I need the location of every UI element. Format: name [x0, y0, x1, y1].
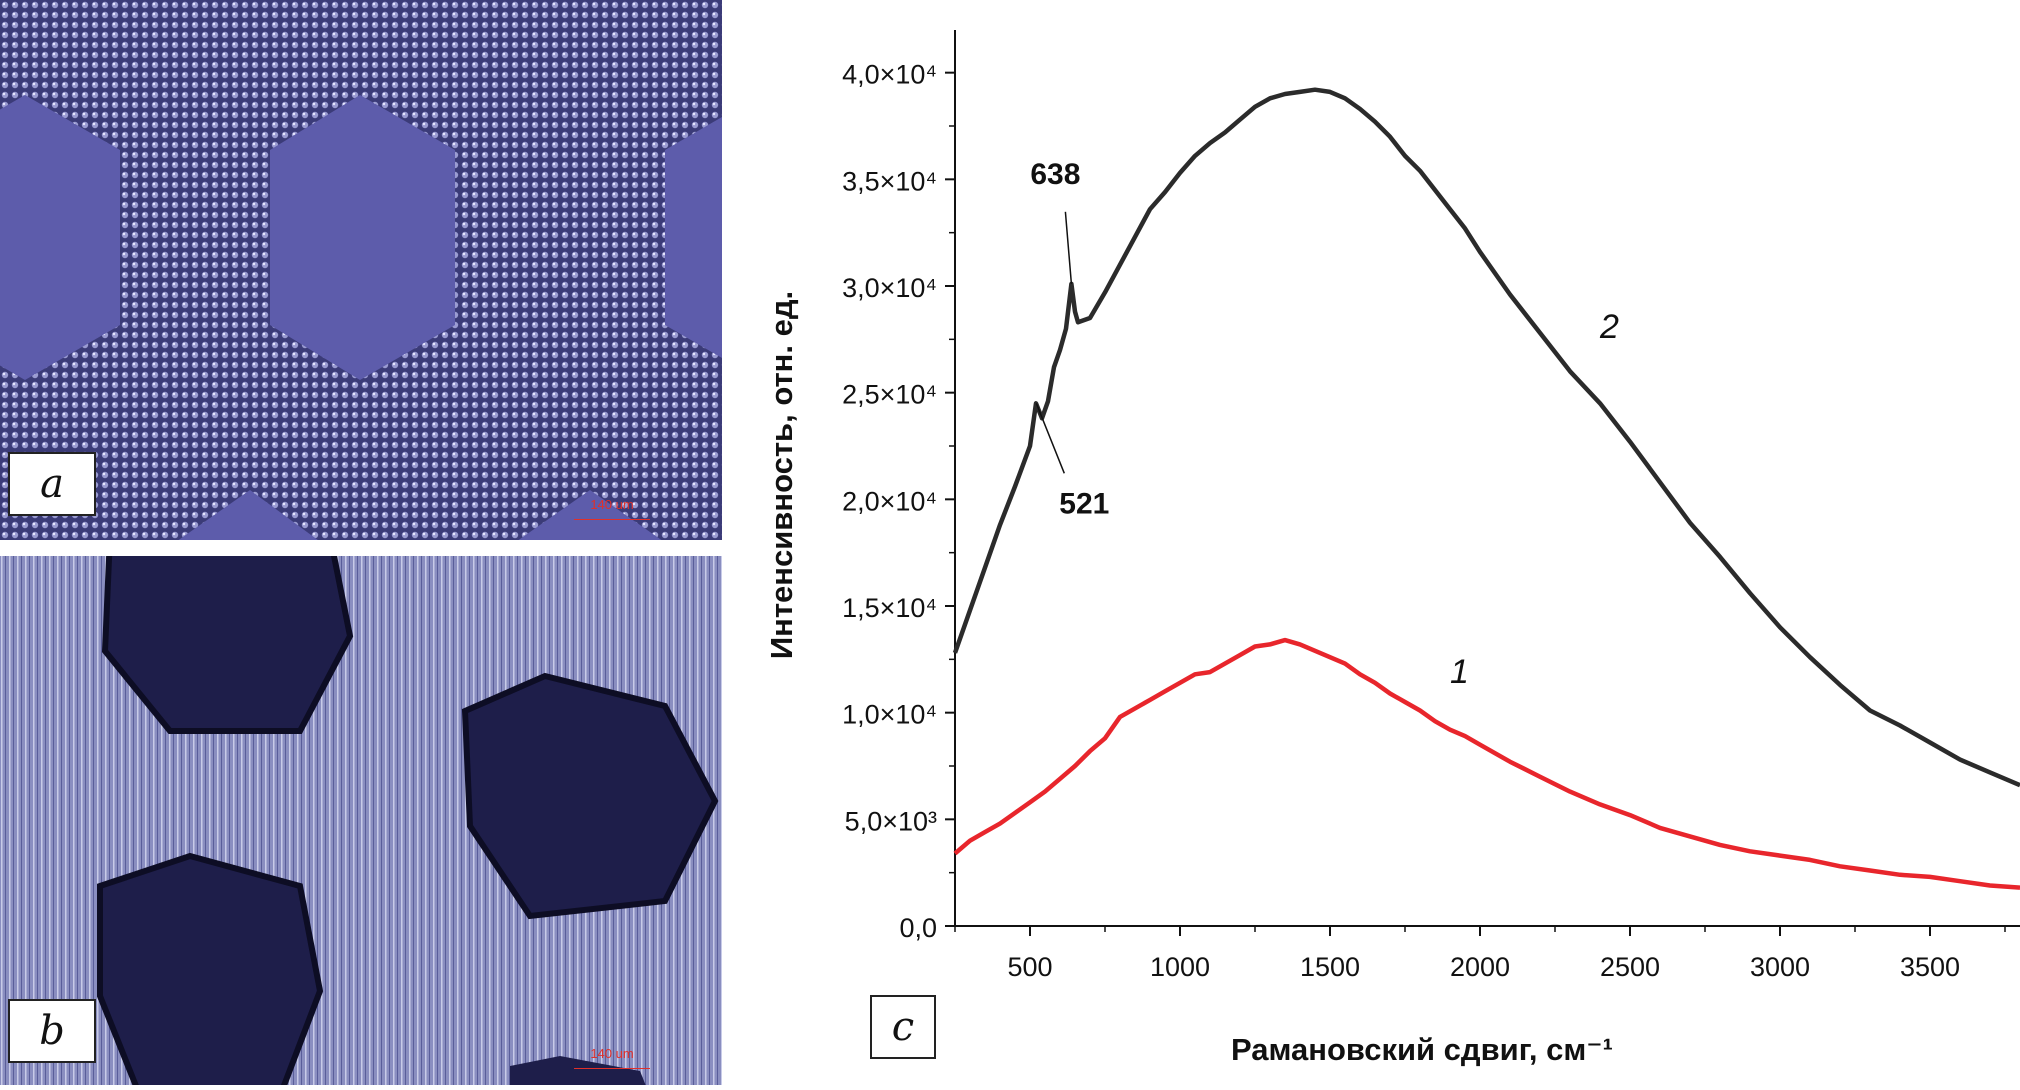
- micrograph-a-graphic: [0, 0, 722, 540]
- x-tick-label: 500: [1007, 952, 1052, 982]
- x-tick-label: 2000: [1450, 952, 1510, 982]
- panel-label-b: b: [8, 999, 96, 1063]
- peak-label: 521: [1059, 487, 1109, 520]
- x-tick-label: 1000: [1150, 952, 1210, 982]
- micrograph-a: a 140 um: [0, 0, 722, 540]
- y-tick-label: 0,0: [899, 913, 937, 943]
- y-tick-label: 1,0×10⁴: [842, 700, 937, 730]
- peak-label: 638: [1030, 158, 1080, 191]
- peak-annotations: 638 521: [1030, 158, 1109, 520]
- scalebar-b-label: 140 um: [590, 1046, 634, 1061]
- annotation-leader: [1064, 211, 1073, 284]
- micrograph-b-graphic: [0, 556, 722, 1085]
- y-axis-label: Интенсивность, отн. ед.: [764, 291, 799, 659]
- y-tick-label: 3,5×10⁴: [842, 166, 937, 196]
- raman-chart: 0,0 5,0×10³ 1,0×10⁴ 1,5×10⁴ 2,0×10⁴ 2,5×10⁴ 3,…: [722, 0, 2020, 1085]
- x-tick-label: 2500: [1600, 952, 1660, 982]
- y-tick-label: 2,5×10⁴: [842, 380, 937, 410]
- panel-label-a: a: [8, 452, 96, 516]
- x-tick-label: 3500: [1900, 952, 1960, 982]
- x-tick-label: 1500: [1300, 952, 1360, 982]
- y-tick-label: 2,0×10⁴: [842, 486, 937, 516]
- raman-chart-svg: 0,0 5,0×10³ 1,0×10⁴ 1,5×10⁴ 2,0×10⁴ 2,5×10⁴ 3,…: [764, 30, 2020, 1067]
- x-tick-label: 3000: [1750, 952, 1810, 982]
- series-label-1: 1: [1450, 653, 1469, 691]
- series-layer: [952, 87, 2020, 890]
- y-tick-label: 4,0×10⁴: [842, 60, 937, 90]
- series-label-2: 2: [1599, 308, 1619, 346]
- y-axis-ticks: 0,0 5,0×10³ 1,0×10⁴ 1,5×10⁴ 2,0×10⁴ 2,5×10⁴ 3,…: [842, 60, 955, 943]
- y-tick-label: 1,5×10⁴: [842, 593, 937, 623]
- series-2-line: [952, 87, 2020, 788]
- x-axis-label: Рамановский сдвиг, см⁻¹: [1231, 1032, 1613, 1067]
- micrograph-b: b 140 um: [0, 556, 722, 1085]
- scalebar-a-label: 140 um: [590, 497, 634, 512]
- series-1-line: [953, 637, 2020, 890]
- panel-label-c: c: [870, 995, 936, 1059]
- annotation-leader: [1035, 403, 1065, 474]
- y-tick-label: 3,0×10⁴: [842, 273, 937, 303]
- x-axis-ticks: 500 1000 1500 2000 2500 3000 3500: [954, 926, 2006, 982]
- y-tick-label: 5,0×10³: [845, 806, 937, 836]
- scalebar-a: 140 um: [574, 497, 650, 527]
- scalebar-b: 140 um: [574, 1046, 650, 1076]
